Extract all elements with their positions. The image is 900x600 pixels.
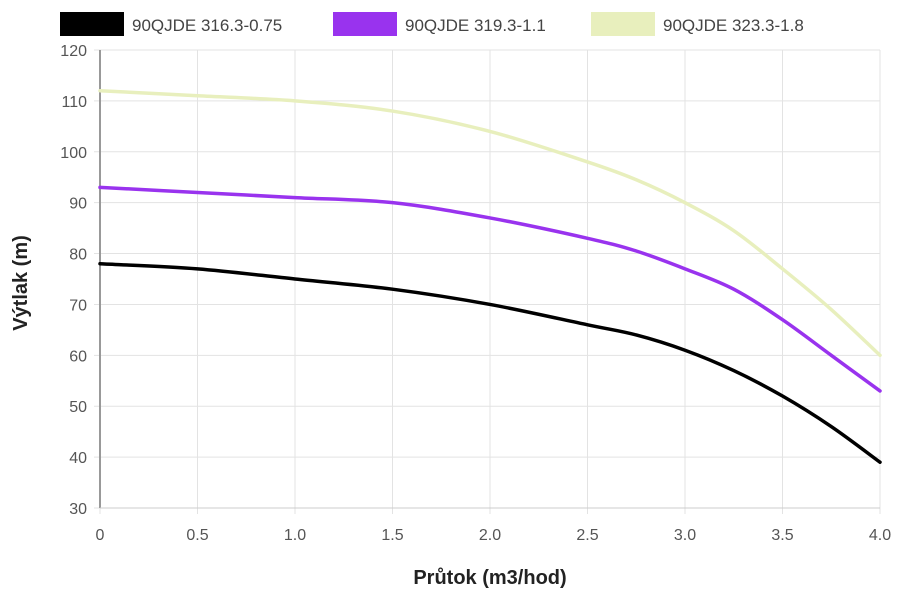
series-line	[98, 185, 882, 393]
y-tick-label: 60	[69, 348, 87, 365]
y-tick-label: 90	[69, 196, 87, 213]
x-axis-ticks: 0 0.5 1.0 1.5 2.0 2.5 3.0 3.5 4.0	[96, 527, 892, 544]
series-line	[98, 88, 882, 358]
x-tick-label: 0.5	[186, 527, 208, 544]
x-axis-title: Průtok (m3/hod)	[413, 567, 566, 589]
y-tick-label: 80	[69, 247, 87, 264]
x-tick-label: 3.5	[771, 527, 793, 544]
legend-swatch	[333, 12, 397, 36]
y-axis-title: Výtlak (m)	[10, 235, 32, 331]
y-axis-ticks: 30 40 50 60 70 80 90 100 110 120	[60, 43, 87, 518]
legend-label: 90QJDE 316.3-0.75	[132, 16, 282, 35]
legend-item[interactable]: 90QJDE 316.3-0.75	[60, 12, 282, 36]
x-tick-label: 2.0	[479, 527, 501, 544]
x-tick-label: 3.0	[674, 527, 696, 544]
y-tick-label: 40	[69, 450, 87, 467]
axes	[99, 50, 880, 509]
legend-label: 90QJDE 319.3-1.1	[405, 16, 546, 35]
legend-item[interactable]: 90QJDE 319.3-1.1	[333, 12, 546, 36]
y-tick-label: 100	[60, 145, 87, 162]
x-tick-label: 1.5	[381, 527, 403, 544]
y-tick-label: 70	[69, 297, 87, 314]
x-tick-label: 2.5	[576, 527, 598, 544]
x-tick-label: 0	[96, 527, 105, 544]
legend-item[interactable]: 90QJDE 323.3-1.8	[591, 12, 804, 36]
legend-swatch	[60, 12, 124, 36]
y-tick-label: 120	[60, 43, 87, 60]
x-tick-label: 1.0	[284, 527, 306, 544]
y-tick-label: 50	[69, 399, 87, 416]
legend[interactable]: 90QJDE 316.3-0.75 90QJDE 319.3-1.1 90QJDE …	[60, 12, 804, 36]
series-lines	[98, 88, 882, 464]
y-tick-label: 110	[61, 94, 87, 111]
y-tick-label: 30	[69, 501, 87, 518]
x-tick-label: 4.0	[869, 527, 891, 544]
legend-swatch	[591, 12, 655, 36]
legend-label: 90QJDE 323.3-1.8	[663, 16, 804, 35]
series-line	[98, 261, 882, 464]
grid-lines	[94, 49, 881, 514]
